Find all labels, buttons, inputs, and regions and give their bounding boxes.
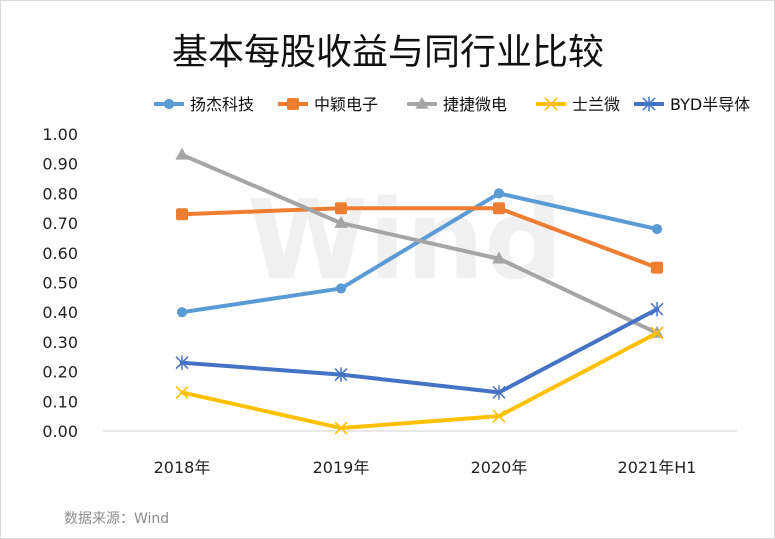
data-point: [492, 409, 506, 423]
x-tick-label: 2018年: [154, 458, 211, 477]
data-point: [334, 421, 348, 435]
series-line: [180, 330, 659, 431]
series-4: [175, 326, 664, 435]
legend-item: 士兰微: [536, 95, 620, 114]
y-tick-label: 0.80: [42, 184, 78, 203]
source-note: 数据来源：Wind: [64, 511, 169, 527]
data-point: [335, 283, 347, 294]
data-point: [651, 223, 663, 235]
y-tick-label: 0.70: [42, 214, 78, 233]
plot-area: [175, 147, 664, 435]
data-point: [175, 147, 189, 160]
legend-label: 中颖电子: [314, 95, 378, 114]
legend-marker: [163, 98, 175, 110]
x-tick-label: 2020年: [471, 458, 528, 477]
data-point: [176, 307, 188, 318]
data-point: [334, 215, 348, 228]
legend-marker: [415, 96, 429, 109]
legend-label: BYD半导体: [670, 95, 750, 114]
series-2: [176, 202, 663, 274]
y-tick-label: 0.30: [42, 333, 78, 352]
data-point: [650, 302, 664, 317]
y-tick-label: 1.00: [42, 125, 78, 144]
data-point: [493, 188, 505, 199]
data-point: [493, 202, 505, 215]
y-tick-label: 0.90: [42, 155, 78, 174]
legend-label: 捷捷微电: [443, 95, 507, 114]
data-point: [492, 385, 506, 400]
data-point: [651, 261, 663, 274]
data-point: [335, 202, 347, 215]
legend-item: 捷捷微电: [407, 95, 507, 114]
y-tick-label: 0.20: [42, 363, 78, 382]
y-tick-label: 0.00: [42, 422, 78, 441]
legend-marker: [544, 97, 558, 111]
x-axis: 2018年 2019年 2020年 2021年H1: [103, 430, 737, 477]
legend-item: 中颖电子: [278, 95, 378, 114]
legend-item: BYD半导体: [634, 95, 750, 114]
data-point: [492, 251, 506, 264]
series-5: [175, 302, 664, 400]
data-point: [175, 385, 189, 399]
legend-marker: [287, 98, 299, 110]
legend-label: 士兰微: [572, 95, 620, 114]
data-point: [175, 355, 189, 370]
chart-title: 基本每股收益与同行业比较: [172, 32, 604, 73]
legend-label: 扬杰科技: [190, 95, 254, 114]
data-point: [650, 326, 664, 340]
y-tick-label: 0.60: [42, 244, 78, 263]
y-tick-label: 0.10: [42, 392, 78, 411]
series-line: [180, 152, 659, 335]
y-tick-label: 0.40: [42, 303, 78, 322]
legend: 扬杰科技 中颖电子 捷捷微电 士兰微 BYD半导体: [154, 95, 750, 114]
y-axis: 0.00 0.10 0.20 0.30 0.40 0.50 0.60 0.70 0.80 0.90…: [42, 125, 78, 441]
series-line: [180, 307, 659, 395]
series-line: [180, 206, 659, 270]
x-tick-label: 2019年: [313, 458, 370, 477]
legend-marker: [642, 96, 656, 112]
legend-item: 扬杰科技: [154, 95, 254, 114]
y-tick-label: 0.50: [42, 274, 78, 293]
series-3: [175, 147, 664, 338]
data-point: [334, 367, 348, 382]
x-tick-label: 2021年H1: [618, 458, 697, 477]
data-point: [176, 208, 188, 221]
